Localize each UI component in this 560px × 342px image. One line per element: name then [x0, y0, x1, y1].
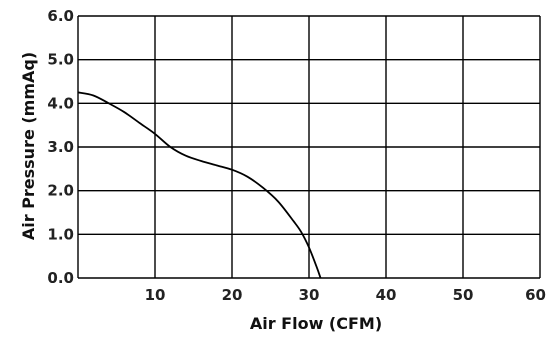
y-tick-labels: 0.0 1.0 2.0 3.0 4.0 5.0 6.0 — [47, 7, 74, 287]
x-tick-label: 50 — [453, 286, 474, 304]
series-line — [77, 91, 322, 279]
x-tick-label: 30 — [299, 286, 320, 304]
y-tick-label: 3.0 — [47, 138, 74, 156]
y-tick-label: 2.0 — [47, 182, 74, 200]
x-tick-label: 20 — [222, 286, 243, 304]
y-tick-label: 6.0 — [47, 7, 74, 25]
x-axis-title: Air Flow (CFM) — [250, 314, 382, 333]
y-tick-label: 1.0 — [47, 225, 74, 243]
y-axis-title: Air Pressure (mmAq) — [19, 52, 38, 240]
y-tick-label: 0.0 — [47, 269, 74, 287]
x-tick-label: 40 — [376, 286, 397, 304]
grid-lines — [77, 15, 541, 279]
x-tick-labels: 10 20 30 40 50 60 — [145, 286, 546, 304]
y-tick-label: 5.0 — [47, 51, 74, 69]
y-tick-label: 4.0 — [47, 94, 74, 112]
x-tick-label: 60 — [525, 286, 546, 304]
x-tick-label: 10 — [145, 286, 166, 304]
